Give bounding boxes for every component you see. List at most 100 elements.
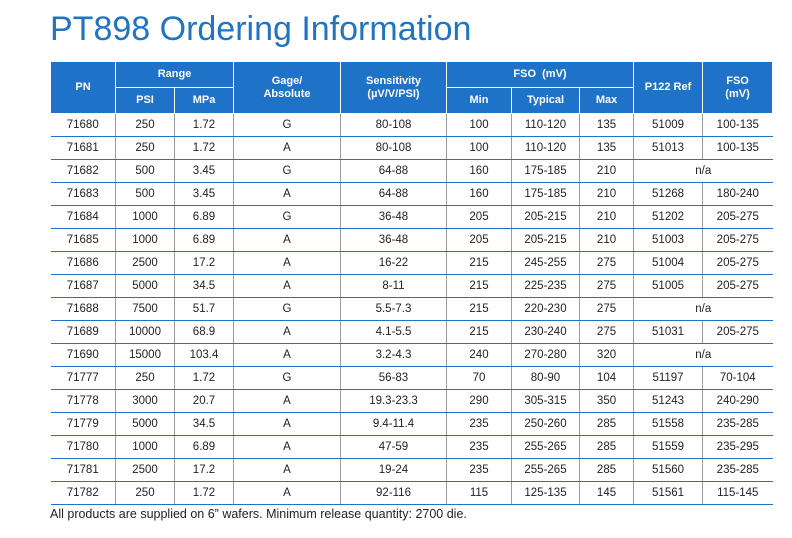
cell-p122-ref: 51197 (633, 366, 704, 390)
cell-gage-absolute: G (233, 366, 341, 390)
page-title: PT898 Ordering Information (50, 10, 472, 48)
cell-pn: 71778 (50, 389, 116, 413)
cell-pn: 71686 (50, 251, 116, 275)
cell-fso-min: 215 (446, 320, 512, 344)
cell-gage-absolute: A (233, 412, 341, 436)
cell-psi: 1000 (115, 435, 175, 459)
cell-fso-typical: 220-230 (511, 297, 580, 321)
cell-gage-absolute: A (233, 343, 341, 367)
cell-fso: 235-295 (702, 435, 773, 459)
cell-psi: 500 (115, 182, 175, 206)
cell-psi: 2500 (115, 458, 175, 482)
cell-pn: 71779 (50, 412, 116, 436)
footnote: All products are supplied on 6” wafers. … (50, 507, 467, 521)
cell-fso-min: 205 (446, 205, 512, 229)
cell-fso-typical: 175-185 (511, 182, 580, 206)
cell-psi: 5000 (115, 274, 175, 298)
cell-fso: 180-240 (702, 182, 773, 206)
cell-not-available: n/a (633, 343, 773, 367)
cell-fso-max: 285 (579, 458, 635, 482)
cell-mpa: 17.2 (174, 251, 234, 275)
table-header: PN Range Gage/Absolute Sensitivity (µV/V/… (50, 61, 774, 114)
table-row: 71684 1000 6.89 G 36-48 205 205-215 210 51202 205… (50, 205, 773, 229)
cell-fso-max: 104 (579, 366, 635, 390)
cell-mpa: 103.4 (174, 343, 234, 367)
cell-fso-min: 205 (446, 228, 512, 252)
cell-pn: 71681 (50, 136, 116, 160)
cell-fso: 205-275 (702, 274, 773, 298)
cell-psi: 250 (115, 113, 175, 137)
table-row: 71680 250 1.72 G 80-108 100 110-120 135 51009 100… (50, 113, 773, 137)
cell-gage-absolute: A (233, 274, 341, 298)
cell-fso-min: 160 (446, 159, 512, 183)
cell-fso: 205-275 (702, 251, 773, 275)
cell-gage-absolute: A (233, 481, 341, 505)
cell-pn: 71777 (50, 366, 116, 390)
cell-p122-ref: 51560 (633, 458, 704, 482)
cell-pn: 71685 (50, 228, 116, 252)
cell-fso: 205-275 (702, 320, 773, 344)
cell-fso-typical: 175-185 (511, 159, 580, 183)
cell-gage-absolute: A (233, 251, 341, 275)
cell-fso: 240-290 (702, 389, 773, 413)
cell-not-available: n/a (633, 297, 773, 321)
cell-p122-ref: 51013 (633, 136, 704, 160)
cell-fso-max: 350 (579, 389, 635, 413)
cell-mpa: 6.89 (174, 205, 234, 229)
cell-fso-typical: 225-235 (511, 274, 580, 298)
cell-fso: 115-145 (702, 481, 773, 505)
cell-fso-max: 320 (579, 343, 635, 367)
cell-sensitivity: 80-108 (340, 113, 447, 137)
cell-gage-absolute: A (233, 182, 341, 206)
cell-gage-absolute: G (233, 159, 341, 183)
cell-psi: 1000 (115, 228, 175, 252)
cell-fso-min: 115 (446, 481, 512, 505)
header-fso: FSO (mV) (702, 61, 774, 114)
cell-sensitivity: 56-83 (340, 366, 447, 390)
cell-mpa: 20.7 (174, 389, 234, 413)
header-pn: PN (50, 61, 116, 114)
cell-gage-absolute: A (233, 320, 341, 344)
cell-fso-typical: 305-315 (511, 389, 580, 413)
cell-pn: 71684 (50, 205, 116, 229)
cell-p122-ref: 51268 (633, 182, 704, 206)
cell-mpa: 6.89 (174, 228, 234, 252)
cell-pn: 71780 (50, 435, 116, 459)
cell-sensitivity: 16-22 (340, 251, 447, 275)
cell-sensitivity: 19-24 (340, 458, 447, 482)
cell-fso-max: 275 (579, 251, 635, 275)
cell-pn: 71782 (50, 481, 116, 505)
cell-p122-ref: 51009 (633, 113, 704, 137)
cell-mpa: 34.5 (174, 274, 234, 298)
cell-sensitivity: 4.1-5.5 (340, 320, 447, 344)
header-max: Max (578, 87, 635, 114)
cell-gage-absolute: A (233, 435, 341, 459)
ordering-table: PN Range Gage/Absolute Sensitivity (µV/V/… (50, 61, 774, 505)
table-row: 71682 500 3.45 G 64-88 160 175-185 210 n/a (50, 159, 773, 183)
cell-sensitivity: 5.5-7.3 (340, 297, 447, 321)
cell-psi: 3000 (115, 389, 175, 413)
cell-not-available: n/a (633, 159, 773, 183)
table-row: 71777 250 1.72 G 56-83 70 80-90 104 51197 70-104 (50, 366, 773, 390)
cell-psi: 250 (115, 481, 175, 505)
cell-sensitivity: 8-11 (340, 274, 447, 298)
cell-mpa: 6.89 (174, 435, 234, 459)
cell-fso: 100-135 (702, 136, 773, 160)
cell-fso-max: 285 (579, 412, 635, 436)
cell-gage-absolute: G (233, 205, 341, 229)
cell-psi: 15000 (115, 343, 175, 367)
cell-p122-ref: 51005 (633, 274, 704, 298)
cell-sensitivity: 64-88 (340, 159, 447, 183)
cell-pn: 71683 (50, 182, 116, 206)
cell-fso-typical: 245-255 (511, 251, 580, 275)
cell-fso: 70-104 (702, 366, 773, 390)
cell-mpa: 1.72 (174, 366, 234, 390)
cell-pn: 71680 (50, 113, 116, 137)
cell-fso-min: 235 (446, 458, 512, 482)
table-row: 71685 1000 6.89 A 36-48 205 205-215 210 51003 205… (50, 228, 773, 252)
cell-p122-ref: 51561 (633, 481, 704, 505)
cell-p122-ref: 51559 (633, 435, 704, 459)
cell-psi: 1000 (115, 205, 175, 229)
cell-fso-typical: 250-260 (511, 412, 580, 436)
cell-fso-typical: 80-90 (511, 366, 580, 390)
